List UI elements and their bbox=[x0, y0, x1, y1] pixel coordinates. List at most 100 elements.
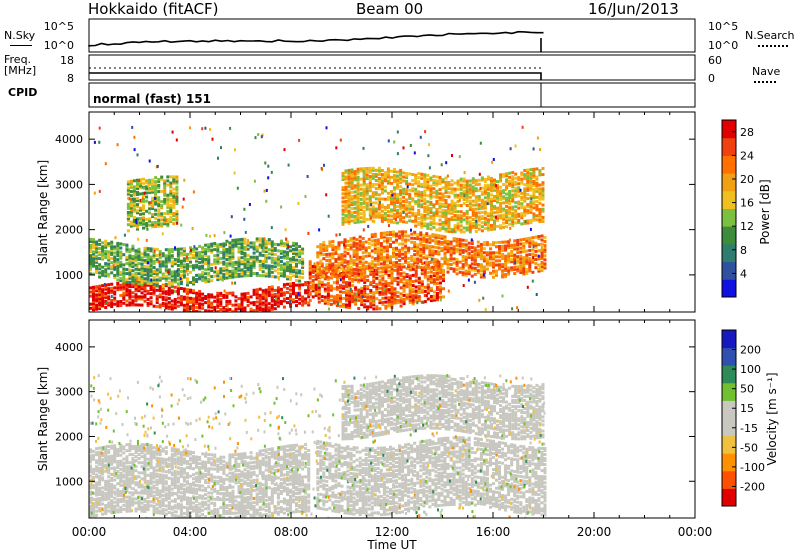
power-cell bbox=[175, 191, 179, 195]
power-cell bbox=[541, 191, 545, 195]
power-cell bbox=[396, 176, 399, 180]
power-cell bbox=[92, 254, 95, 258]
power-cell bbox=[286, 275, 289, 279]
power-cell bbox=[255, 259, 259, 263]
power-cell bbox=[490, 226, 493, 229]
power-cell bbox=[374, 179, 378, 182]
power-cell bbox=[439, 285, 442, 289]
power-cell bbox=[444, 176, 448, 180]
power-cell bbox=[143, 277, 147, 281]
power-cell bbox=[267, 272, 271, 276]
velocity-cell bbox=[89, 454, 92, 458]
power-cell bbox=[365, 183, 369, 187]
power-cell bbox=[429, 184, 433, 188]
power-cell bbox=[466, 251, 469, 255]
power-cell bbox=[164, 248, 168, 252]
power-cell bbox=[137, 287, 141, 291]
power-cell bbox=[345, 289, 348, 293]
power-cell bbox=[339, 294, 342, 298]
power-cell bbox=[136, 193, 139, 196]
power-cell bbox=[525, 237, 529, 241]
power-cell bbox=[511, 183, 515, 187]
power-cell bbox=[298, 293, 302, 297]
power-cell bbox=[468, 228, 472, 232]
power-cell bbox=[508, 183, 512, 187]
power-cell bbox=[419, 251, 423, 255]
power-cell bbox=[426, 264, 430, 268]
power-cell bbox=[179, 287, 183, 290]
power-cell bbox=[347, 183, 351, 187]
power-cell bbox=[362, 201, 366, 205]
power-cell bbox=[110, 242, 114, 246]
power-cell bbox=[104, 295, 108, 299]
power-cell bbox=[220, 146, 222, 150]
power-cell bbox=[417, 280, 421, 284]
power-cell bbox=[426, 182, 430, 185]
power-cell bbox=[301, 249, 305, 253]
power-cell bbox=[461, 265, 465, 269]
power-cell bbox=[234, 299, 238, 303]
power-cell bbox=[428, 255, 432, 258]
power-cell bbox=[368, 195, 372, 199]
power-cell bbox=[529, 200, 533, 204]
power-cell bbox=[439, 291, 442, 295]
velocity-cell bbox=[107, 491, 111, 495]
power-cell bbox=[270, 250, 274, 254]
power-cell bbox=[402, 211, 405, 214]
power-cell bbox=[477, 203, 481, 207]
power-cell bbox=[104, 262, 108, 266]
power-cell bbox=[298, 261, 302, 265]
power-cell bbox=[432, 282, 436, 286]
power-cell bbox=[543, 250, 547, 254]
power-cell bbox=[157, 204, 161, 208]
power-cell bbox=[356, 204, 360, 208]
power-cell bbox=[192, 309, 195, 312]
power-cell bbox=[265, 188, 268, 192]
power-cell bbox=[435, 199, 439, 203]
power-cell bbox=[453, 205, 457, 209]
power-cell bbox=[267, 306, 271, 310]
power-cell bbox=[201, 258, 205, 262]
power-cell bbox=[246, 274, 250, 278]
power-cell bbox=[439, 267, 442, 271]
power-cell bbox=[437, 240, 441, 244]
power-cell bbox=[152, 286, 156, 290]
power-cell bbox=[341, 196, 345, 200]
freq-trace bbox=[89, 72, 542, 80]
power-cell bbox=[258, 302, 262, 305]
power-cell bbox=[175, 218, 179, 222]
power-cell bbox=[234, 260, 238, 264]
power-cell bbox=[246, 247, 250, 251]
power-cell bbox=[255, 306, 259, 310]
power-cell bbox=[384, 300, 388, 304]
power-cell bbox=[207, 261, 211, 265]
power-cell bbox=[134, 275, 138, 279]
power-cell bbox=[142, 216, 145, 220]
power-cell bbox=[95, 264, 99, 268]
power-cell bbox=[540, 256, 544, 260]
power-cell bbox=[432, 213, 436, 217]
power-cell bbox=[377, 181, 381, 185]
power-cell bbox=[383, 216, 387, 219]
velocity-cell bbox=[101, 486, 105, 490]
power-cell bbox=[543, 264, 547, 268]
power-cell bbox=[314, 289, 318, 293]
power-cell bbox=[231, 269, 235, 273]
power-cell bbox=[155, 294, 159, 298]
power-cell bbox=[267, 302, 271, 306]
velocity-cell bbox=[92, 506, 95, 510]
power-cell bbox=[225, 291, 229, 295]
power-cell bbox=[286, 269, 289, 273]
power-cell bbox=[298, 271, 302, 275]
power-cell bbox=[231, 314, 234, 317]
velocity-cell bbox=[101, 494, 105, 498]
power-cell bbox=[398, 248, 402, 252]
power-cell bbox=[145, 222, 149, 225]
power-cell bbox=[528, 240, 532, 244]
power-cell bbox=[420, 174, 424, 178]
power-cell bbox=[133, 135, 136, 139]
power-cell bbox=[295, 295, 298, 299]
power-cell bbox=[449, 256, 453, 260]
velocity-cell bbox=[95, 501, 99, 505]
power-cell bbox=[107, 301, 111, 305]
